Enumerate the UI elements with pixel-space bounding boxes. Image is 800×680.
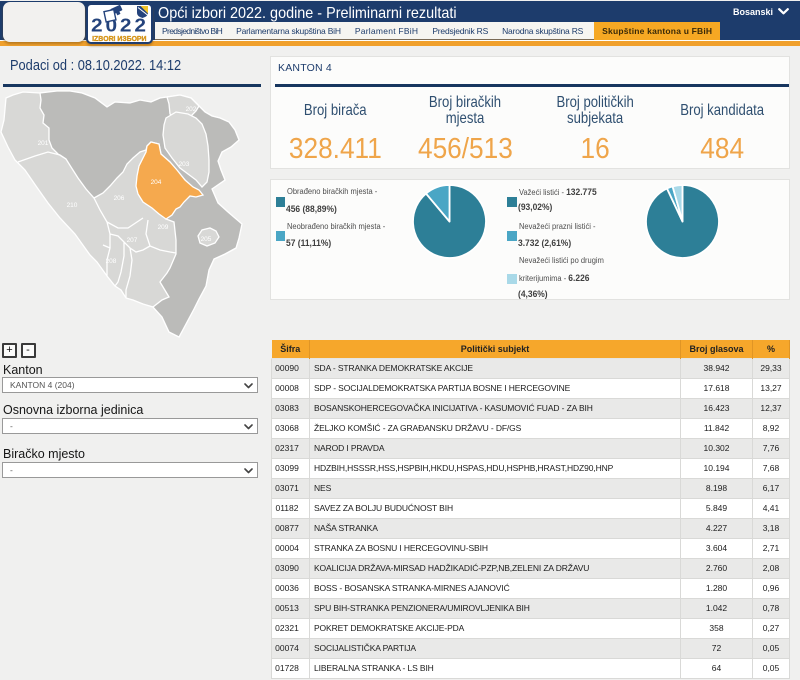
svg-text:203: 203 — [179, 161, 190, 168]
svg-text:204: 204 — [151, 179, 162, 186]
svg-text:IZBORI ИЗБОРИ: IZBORI ИЗБОРИ — [92, 34, 146, 42]
svg-text:207: 207 — [127, 237, 138, 244]
svg-text:202: 202 — [186, 106, 197, 113]
svg-text:2022: 2022 — [91, 16, 149, 37]
svg-text:205: 205 — [201, 236, 212, 243]
svg-text:210: 210 — [67, 202, 78, 209]
svg-text:209: 209 — [158, 224, 169, 231]
svg-text:206: 206 — [114, 195, 125, 202]
svg-text:208: 208 — [106, 258, 117, 265]
svg-text:201: 201 — [38, 140, 49, 147]
